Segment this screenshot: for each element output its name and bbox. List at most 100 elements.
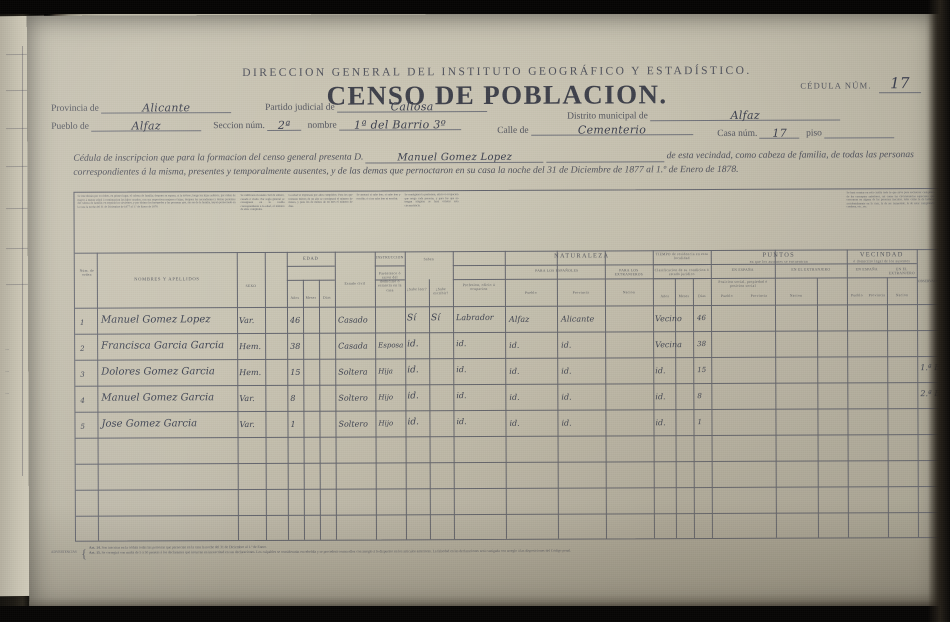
header-puntos-extranjero-nacion: Nacion xyxy=(789,293,803,298)
header-naturaleza-provincia: Provincia xyxy=(572,290,590,295)
row-edad-anos: 46 xyxy=(290,315,301,325)
header-naturaleza-espanoles: PARA LOS ESPAÑOLES xyxy=(535,268,579,273)
header-naturaleza-nacion: Nacion xyxy=(622,290,636,295)
provincia-field: Provincia de Alicante xyxy=(51,101,232,114)
header-vecindad-extranjero-nacion: Nacion xyxy=(895,293,909,298)
row-sexo: Hem. xyxy=(239,341,262,352)
casa-value: 17 xyxy=(759,126,800,140)
provincia-value: Alicante xyxy=(101,101,232,114)
row-edad-anos: 15 xyxy=(290,367,301,377)
row-nombre: Francisca Garcia Garcia xyxy=(101,340,225,352)
photo-bottom-border xyxy=(0,606,950,622)
header-vecindad: VECINDAD xyxy=(859,251,904,259)
partido-label: Partido judicial de xyxy=(265,102,335,113)
census-sheet: DIRECCION GENERAL DEL INSTITUTO GEOGRÁFI… xyxy=(26,12,950,615)
casa-label: Casa núm. xyxy=(717,128,758,139)
row-lee: id. xyxy=(407,391,419,402)
row-lee: Sí xyxy=(407,313,417,324)
header-vecindad-espana-provincia: Provincia xyxy=(868,293,886,298)
header-vecindad-espana-pueblo: Pueblo xyxy=(851,293,863,298)
cedula-number-value: 17 xyxy=(878,74,922,94)
row-nombre: Jose Gomez Garcia xyxy=(101,418,198,430)
row-escribe: Sí xyxy=(431,313,441,324)
declaration-line2: correspondientes á la misma, presentes y… xyxy=(73,163,739,178)
row-estado: Casada xyxy=(338,341,368,351)
row-profesion: id. xyxy=(456,391,467,401)
row-profesion: id. xyxy=(456,339,467,349)
header-vecindad-extranjero: EN EL EXTRANJERO xyxy=(888,267,915,276)
photo-top-border xyxy=(0,0,950,14)
photo-right-border xyxy=(928,0,950,622)
row-parentesco: Esposa xyxy=(378,341,404,350)
row-tiempo-anos: id. xyxy=(655,418,666,428)
piso-label: piso xyxy=(806,128,822,139)
header-sexo: SEXO xyxy=(245,283,257,289)
calle-field: Calle de Cementerio xyxy=(497,123,693,137)
footer-brace: { xyxy=(81,546,87,561)
partido-value: Callosa xyxy=(337,99,488,113)
row-parentesco: Hija xyxy=(378,367,393,376)
row-profesion: id. xyxy=(456,365,467,375)
row-nat-provincia: id. xyxy=(561,392,572,402)
art14-label: Art. 14. xyxy=(89,545,101,550)
header-naturaleza-pueblo: Pueblo xyxy=(525,290,537,295)
row-number: 4 xyxy=(80,396,85,405)
cedula-label: CÉDULA NÚM. xyxy=(800,80,872,91)
row-nat-provincia: id. xyxy=(561,418,572,428)
calle-value: Cementerio xyxy=(530,123,693,137)
header-edad-dias: Dias xyxy=(323,295,331,300)
declaration-line1-a: Cédula de inscripcion que para la formac… xyxy=(73,151,364,164)
row-edad-anos: 8 xyxy=(290,393,296,403)
row-number: 1 xyxy=(80,318,85,327)
row-sexo: Var. xyxy=(239,316,255,326)
header-tiempo-dias: Dias xyxy=(698,294,706,299)
partido-field: Partido judicial de Callosa xyxy=(265,99,488,113)
row-profesion: id. xyxy=(456,417,467,427)
row-nombre: Dolores Gomez Garcia xyxy=(101,366,215,378)
declaration-line1-b: de esta vecindad, como cabeza de familia… xyxy=(666,149,914,162)
header-instruccion-lee: ¿Sabe leer? xyxy=(407,287,427,292)
header-puntos-espana-provincia: Provincia xyxy=(750,293,768,298)
header-instruccion-saben: Saben xyxy=(423,257,434,262)
art15-text: Se corregirá con multa de 5 á 50 pesetas… xyxy=(101,548,572,555)
row-nat-provincia: id. xyxy=(561,340,572,350)
row-nat-provincia: id. xyxy=(561,366,572,376)
instruction-note-main: Se inscribirán por su órden, en primer l… xyxy=(77,194,236,209)
row-lee: id. xyxy=(407,417,420,428)
header-puntos-espana: EN ESPAÑA xyxy=(731,267,754,272)
header-edad-meses: Meses xyxy=(305,295,317,300)
instruction-note-profesion: Se consignará la profesion, oficio ú ocu… xyxy=(404,193,459,207)
header-vecindad-espana: EN ESPAÑA xyxy=(855,267,878,272)
seccion-label: Seccion núm. xyxy=(213,120,265,132)
header-tiempo-anos: Años xyxy=(660,294,670,299)
row-lee: id. xyxy=(407,365,419,376)
distrito-field: Distrito municipal de Alfaz xyxy=(567,108,841,122)
header-vecindad-subtitle: ó domicilio legal de los ausentes xyxy=(853,259,911,264)
header-puntos-espana-pueblo: Pueblo xyxy=(721,293,733,298)
header-num-orden: Núm. de orden xyxy=(79,268,95,277)
header-tiempo-meses: Meses xyxy=(678,294,690,299)
row-tiempo-meses: 8 xyxy=(697,392,702,401)
header-posicion-social: Posicion social, propiedad ó posicion so… xyxy=(718,279,768,289)
seccion-nombre-label: nombre xyxy=(307,120,337,131)
row-parentesco: Hijo xyxy=(378,419,394,428)
instruction-note-edad: La edad se expresará por años cumplidos.… xyxy=(288,193,353,208)
instruction-note-instruccion: Se anotará si sabe leer, si sabe leer y … xyxy=(356,193,401,201)
row-nombre: Manuel Gomez Garcia xyxy=(101,392,215,404)
header-tiempo: TIEMPO de residencia en esta localidad xyxy=(655,252,708,261)
header-instruccion: INSTRUCCION xyxy=(376,255,404,260)
declarant-name: Manuel Gomez Lopez xyxy=(365,150,544,164)
instruction-note-estado: Se calificará el estado civil de soltero… xyxy=(240,193,285,212)
row-number: 3 xyxy=(80,370,85,379)
seccion-value: 2ª xyxy=(267,118,302,132)
header-parentesco: Parentesco ó razon del domicilio ó estan… xyxy=(378,271,402,292)
row-nat-pueblo: id. xyxy=(509,418,520,428)
header-estado-civil: Estado civil xyxy=(344,281,366,286)
row-nat-provincia: Alicante xyxy=(561,314,595,324)
row-sexo: Var. xyxy=(239,420,255,430)
row-estado: Soltero xyxy=(338,393,368,403)
header-nombres: NOMBRES Y APELLIDOS xyxy=(134,276,200,282)
row-profesion: Labrador xyxy=(456,312,494,323)
header-clasificacion: Clasificacion de su condicion ó estado j… xyxy=(654,268,710,277)
issuing-organization: DIRECCION GENERAL DEL INSTITUTO GEOGRÁFI… xyxy=(242,64,752,80)
